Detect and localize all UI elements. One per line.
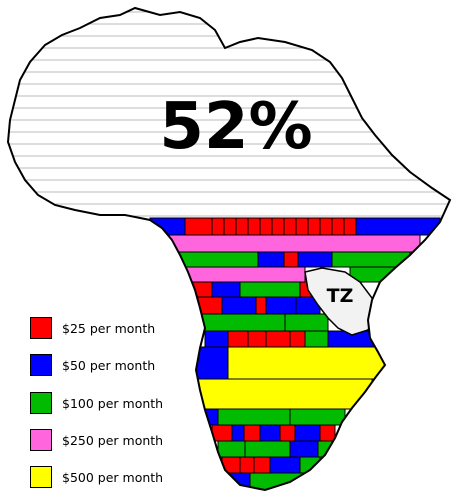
map-block: [195, 378, 373, 410]
legend-swatch: [30, 466, 52, 488]
map-block: [223, 217, 237, 236]
map-block: [283, 251, 299, 268]
map-block: [289, 440, 319, 458]
legend-label: $25 per month: [62, 320, 156, 336]
map-block: [244, 440, 291, 458]
legend-swatch: [30, 429, 52, 451]
map-block: [265, 296, 297, 315]
map-block: [294, 424, 321, 442]
map-block: [149, 217, 186, 236]
legend-item: $100 per month: [30, 391, 163, 415]
map-block: [211, 281, 241, 298]
map-block: [184, 217, 213, 236]
map-block: [283, 217, 297, 236]
legend-item: $50 per month: [30, 353, 155, 377]
legend-item: $500 per month: [30, 465, 163, 489]
map-block: [307, 217, 321, 236]
map-block: [255, 296, 267, 315]
map-block: [231, 424, 245, 442]
map-block: [227, 330, 249, 348]
tanzania-region: [304, 267, 376, 336]
map-block: [174, 266, 306, 283]
map-block: [279, 424, 296, 442]
legend-label: $250 per month: [62, 432, 164, 448]
map-block: [271, 217, 285, 236]
map-block: [239, 281, 301, 298]
legend-swatch: [30, 317, 52, 339]
map-block: [235, 217, 249, 236]
map-block: [289, 330, 306, 348]
map-block: [195, 346, 229, 380]
legend-label: $100 per month: [62, 395, 164, 411]
map-block: [247, 330, 267, 348]
map-block: [227, 346, 393, 380]
legend-label: $500 per month: [62, 469, 164, 485]
map-block: [217, 440, 246, 458]
map-block: [304, 330, 329, 348]
map-block: [289, 408, 346, 426]
south-region-blocks: [149, 217, 441, 490]
tz-label: TZ: [327, 285, 354, 307]
legend-swatch: [30, 392, 52, 414]
map-block: [269, 456, 301, 474]
map-block: [201, 313, 286, 332]
legend-item: $25 per month: [30, 316, 155, 340]
map-block: [259, 217, 273, 236]
map-block: [247, 217, 261, 236]
map-block: [319, 217, 333, 236]
map-block: [265, 330, 291, 348]
map-block: [253, 456, 271, 474]
map-block: [355, 217, 441, 236]
map-block: [204, 330, 229, 348]
legend-label: $50 per month: [62, 357, 156, 373]
map-block: [243, 424, 261, 442]
map-block: [217, 408, 291, 426]
map-block: [295, 217, 309, 236]
map-block: [239, 456, 255, 474]
map-block: [319, 424, 336, 442]
percent-label: 52%: [159, 90, 312, 164]
map-block: [297, 251, 333, 268]
map-block: [284, 313, 329, 332]
map-block: [211, 217, 225, 236]
map-block: [257, 251, 285, 268]
map-block: [343, 217, 357, 236]
legend-item: $250 per month: [30, 428, 163, 452]
map-block: [159, 234, 421, 253]
legend-swatch: [30, 354, 52, 376]
map-block: [221, 296, 257, 315]
map-block: [331, 217, 345, 236]
map-block: [259, 424, 281, 442]
